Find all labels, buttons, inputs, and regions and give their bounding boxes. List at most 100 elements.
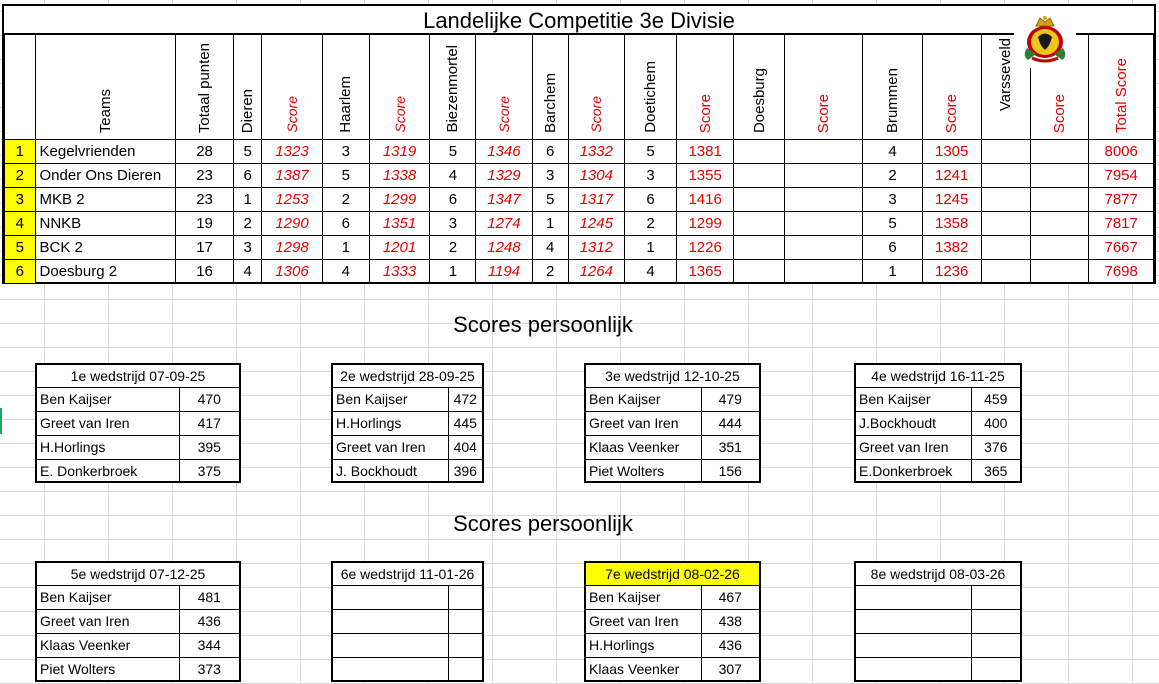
total-score-cell: 7667	[1088, 235, 1154, 260]
player-score: 479	[700, 386, 759, 412]
biezenmortel-score-cell: 1274	[475, 211, 533, 236]
match-box-3: 3e wedstrijd 12-10-25 Ben Kaijser 479 Greet…	[584, 363, 761, 483]
doetichem-score-cell: 1355	[675, 163, 735, 188]
varsseveld-rank-cell	[980, 235, 1032, 260]
team-row: 4 NNKB 19 2 1290 6 1351 3 1274 1 1245 2 1299 5 1358 781…	[4, 211, 1154, 236]
total-score-cell: 8006	[1088, 139, 1154, 164]
doesburg-score-header: Score	[784, 34, 864, 140]
doesburg-score-cell	[784, 211, 864, 236]
team-row: 2 Onder Ons Dieren 23 6 1387 5 1338 4 1329 3 1304 3…	[4, 163, 1154, 188]
biezenmortel-score-cell: 1346	[475, 139, 533, 164]
haarlem-score-cell: 1351	[368, 211, 431, 236]
player-name: Ben Kaijser	[37, 584, 180, 610]
haarlem-score-cell: 1201	[368, 235, 431, 260]
varsseveld-score-cell	[1030, 187, 1090, 212]
player-name: Ben Kaijser	[586, 386, 702, 412]
doesburg-rank-cell	[733, 187, 786, 212]
player-name	[333, 584, 449, 610]
player-score-row: Greet van Iren 376	[856, 434, 1020, 460]
barchem-score-header: Score	[567, 34, 625, 140]
totaal-punten-cell: 23	[174, 163, 235, 188]
match-title: 4e wedstrijd 16-11-25	[856, 365, 1020, 388]
player-score: 344	[178, 632, 239, 658]
doetichem-score-cell: 1416	[675, 187, 735, 212]
team-row: 6 Doesburg 2 16 4 1306 4 1333 1 1194 2 1264 4 1365 1 1…	[4, 259, 1154, 284]
total-score-cell: 7817	[1088, 211, 1154, 236]
player-score: 470	[178, 386, 239, 412]
dieren-rank-cell: 1	[233, 187, 263, 212]
player-name: Ben Kaijser	[586, 584, 702, 610]
barchem-score-cell: 1264	[567, 259, 625, 284]
match-header-row: 3e wedstrijd 12-10-25	[586, 365, 759, 388]
player-score: 467	[700, 584, 759, 610]
doetichem-score-header: Score	[675, 34, 735, 140]
dieren-score-header: Score	[261, 34, 323, 140]
rank-cell: 5	[4, 235, 36, 260]
player-score-row	[333, 608, 482, 634]
match-header-row: 5e wedstrijd 07-12-25	[37, 563, 239, 586]
player-score-row: Greet van Iren 436	[37, 608, 239, 634]
player-score-row: Klaas Veenker 344	[37, 632, 239, 658]
player-score-row: J.Bockhoudt 400	[856, 410, 1020, 436]
player-score: 417	[178, 410, 239, 436]
haarlem-rank-cell: 3	[321, 139, 370, 164]
haarlem-rank-cell: 5	[321, 163, 370, 188]
player-name: Ben Kaijser	[37, 386, 180, 412]
crest-logo-icon	[1014, 12, 1076, 68]
page-title: Landelijke Competitie 3e Divisie	[4, 6, 1154, 34]
varsseveld-rank-cell	[980, 187, 1032, 212]
biezenmortel-rank-cell: 1	[429, 259, 477, 284]
biezenmortel-rank-cell: 4	[429, 163, 477, 188]
team-name-cell: Kegelvrienden	[34, 139, 176, 164]
player-score	[970, 632, 1020, 658]
brummen-rank-cell: 1	[862, 259, 923, 284]
player-name: E. Donkerbroek	[37, 458, 180, 483]
match-box-6: 6e wedstrijd 11-01-26	[331, 561, 484, 682]
biezenmortel-score-cell: 1329	[475, 163, 533, 188]
player-score-row: Ben Kaijser 479	[586, 386, 759, 412]
player-score-row: H.Horlings 436	[586, 632, 759, 658]
player-name: Piet Wolters	[37, 656, 180, 681]
player-name: J.Bockhoudt	[856, 410, 972, 436]
varsseveld-score-cell	[1030, 163, 1090, 188]
totaal-punten-cell: 28	[174, 139, 235, 164]
player-score: 481	[178, 584, 239, 610]
player-score-row: Greet van Iren 417	[37, 410, 239, 436]
dieren-rank-cell: 4	[233, 259, 263, 284]
player-score-row: E. Donkerbroek 375	[37, 458, 239, 483]
brummen-score-cell: 1358	[921, 211, 982, 236]
team-name-cell: MKB 2	[34, 187, 176, 212]
player-score: 436	[178, 608, 239, 634]
player-score-row: H.Horlings 445	[333, 410, 482, 436]
player-name: Greet van Iren	[586, 608, 702, 634]
doesburg-score-cell	[784, 139, 864, 164]
player-name	[856, 584, 972, 610]
player-score-row	[333, 656, 482, 681]
player-score-row: Ben Kaijser 467	[586, 584, 759, 610]
row-selection-marker	[0, 408, 2, 434]
player-score-row: Greet van Iren 438	[586, 608, 759, 634]
biezenmortel-rank-cell: 3	[429, 211, 477, 236]
player-name	[333, 632, 449, 658]
barchem-header: Barchem	[531, 34, 569, 140]
biezenmortel-rank-cell: 6	[429, 187, 477, 212]
match-box-5: 5e wedstrijd 07-12-25 Ben Kaijser 481 Greet…	[35, 561, 241, 682]
barchem-rank-cell: 3	[531, 163, 569, 188]
player-name: Greet van Iren	[586, 410, 702, 436]
doesburg-header: Doesburg	[733, 34, 786, 140]
player-score: 404	[447, 434, 482, 460]
haarlem-score-cell: 1338	[368, 163, 431, 188]
haarlem-score-cell: 1333	[368, 259, 431, 284]
dieren-score-cell: 1253	[261, 187, 323, 212]
brummen-score-cell: 1245	[921, 187, 982, 212]
total-score-cell: 7954	[1088, 163, 1154, 188]
varsseveld-rank-cell	[980, 139, 1032, 164]
doesburg-score-cell	[784, 259, 864, 284]
brummen-rank-cell: 6	[862, 235, 923, 260]
varsseveld-score-cell	[1030, 259, 1090, 284]
rank-header	[4, 34, 36, 140]
player-name	[333, 656, 449, 681]
haarlem-score-cell: 1319	[368, 139, 431, 164]
player-score: 438	[700, 608, 759, 634]
doetichem-rank-cell: 6	[623, 187, 678, 212]
